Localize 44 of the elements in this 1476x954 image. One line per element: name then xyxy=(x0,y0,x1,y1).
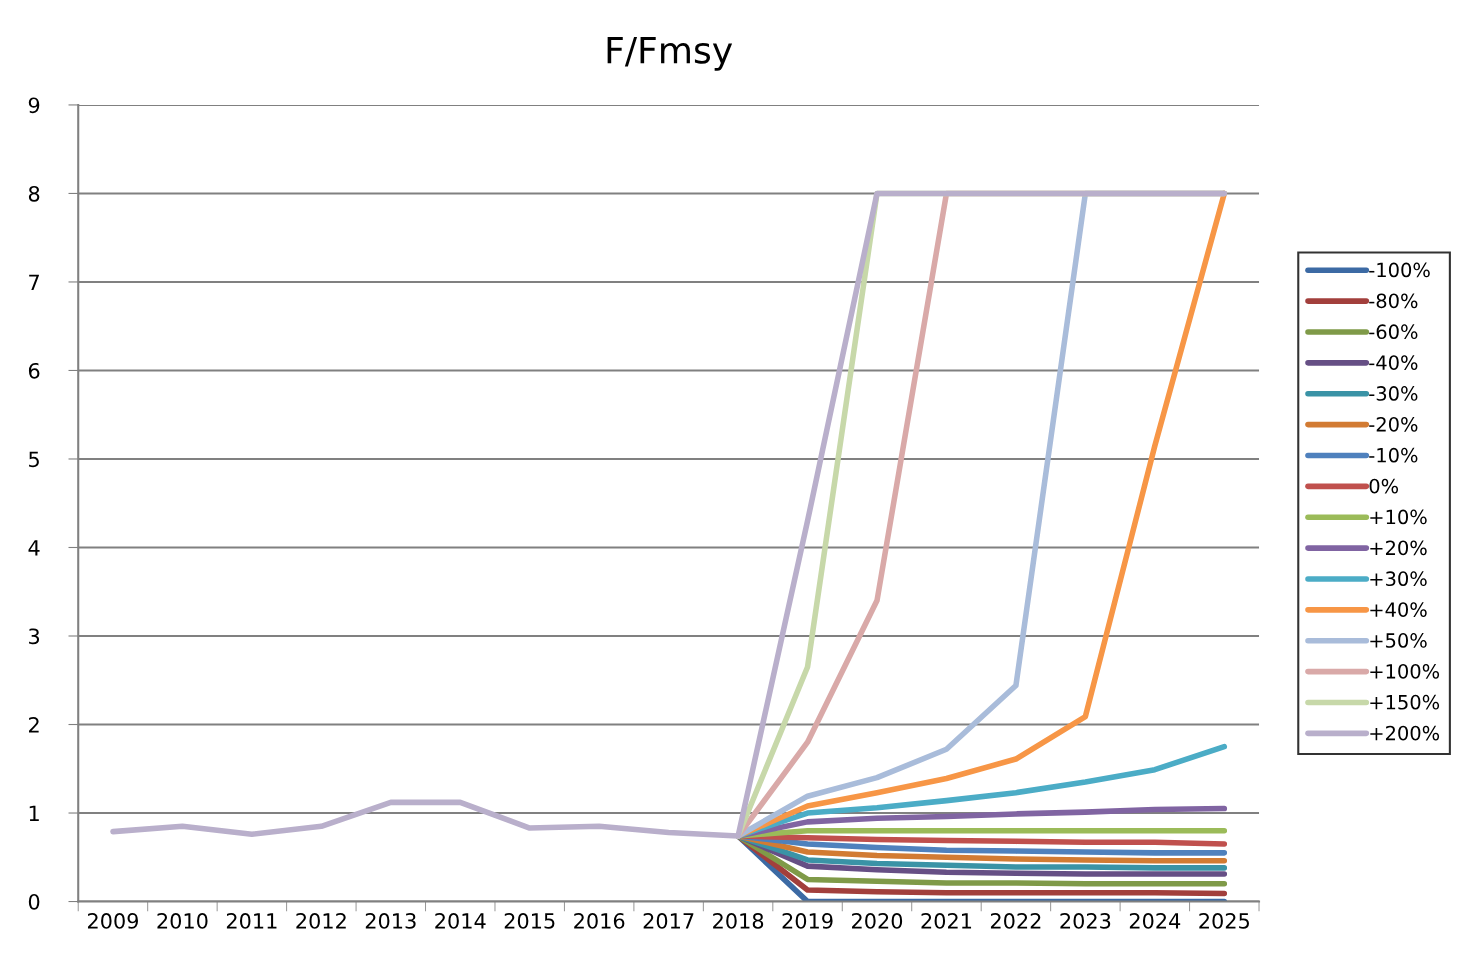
y-tick-label: 6 xyxy=(28,362,40,379)
legend-label: +100% xyxy=(1370,663,1440,679)
legend-label: +200% xyxy=(1370,725,1440,741)
x-tick-label: 2022 xyxy=(990,913,1041,929)
y-tick-label: 0 xyxy=(28,893,40,910)
y-tick-label: 7 xyxy=(29,274,39,290)
x-tick-label: 2009 xyxy=(87,913,138,929)
x-tick-label: 2019 xyxy=(782,913,833,929)
x-tick-label: 2023 xyxy=(1060,913,1111,929)
legend-label: 0% xyxy=(1369,478,1399,494)
legend-label: +10% xyxy=(1370,509,1427,525)
x-tick-label: 2025 xyxy=(1199,913,1249,929)
x-tick-label: 2014 xyxy=(435,913,486,929)
legend-label: -10% xyxy=(1369,447,1418,463)
x-tick-label: 2017 xyxy=(643,913,694,929)
legend-label: -40% xyxy=(1369,355,1418,370)
y-tick-label: 1 xyxy=(29,805,39,821)
y-tick-label: 2 xyxy=(29,716,39,733)
x-tick-label: 2011 xyxy=(226,913,277,929)
x-tick-label: 2015 xyxy=(504,913,555,929)
y-tick-label: 5 xyxy=(29,451,39,468)
legend-label: +50% xyxy=(1370,633,1427,648)
legend-label: +30% xyxy=(1370,571,1427,587)
legend-label: -100% xyxy=(1369,262,1430,278)
legend-label: +20% xyxy=(1370,540,1427,556)
y-tick-label: 4 xyxy=(28,540,40,556)
legend-label: +150% xyxy=(1370,694,1440,710)
y-tick-label: 3 xyxy=(29,628,40,645)
x-tick-label: 2021 xyxy=(921,913,972,929)
x-tick-label: 2024 xyxy=(1129,913,1181,929)
legend-label: -60% xyxy=(1369,324,1418,340)
x-tick-label: 2012 xyxy=(296,913,346,929)
chart-title: F/Fmsy xyxy=(607,36,733,71)
x-tick-label: 2020 xyxy=(852,913,903,929)
x-tick-label: 2010 xyxy=(157,913,208,929)
legend-label: -30% xyxy=(1369,386,1418,401)
legend-label: +40% xyxy=(1370,602,1427,617)
legend-label: -20% xyxy=(1369,416,1418,432)
x-tick-label: 2013 xyxy=(365,913,416,929)
x-tick-label: 2018 xyxy=(713,913,764,929)
y-tick-label: 8 xyxy=(28,185,40,202)
x-tick-label: 2016 xyxy=(574,913,625,929)
legend-label: -80% xyxy=(1369,293,1418,309)
y-tick-label: 9 xyxy=(28,97,40,114)
